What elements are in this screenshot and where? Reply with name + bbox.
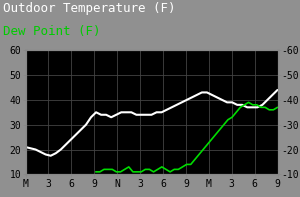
- Text: Dew Point (F): Dew Point (F): [3, 25, 100, 38]
- Text: Outdoor Temperature (F): Outdoor Temperature (F): [3, 2, 176, 15]
